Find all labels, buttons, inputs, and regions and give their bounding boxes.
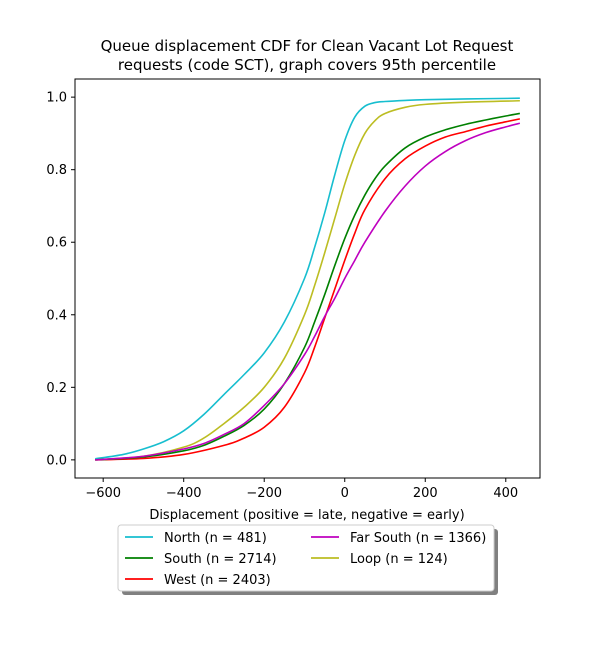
series-lines bbox=[95, 97, 521, 461]
y-tick-label: 0.6 bbox=[46, 236, 67, 251]
series-line-1 bbox=[95, 118, 521, 461]
y-tick-label: 0.4 bbox=[46, 308, 67, 323]
y-tick-label: 0.2 bbox=[46, 381, 67, 396]
chart-title: Queue displacement CDF for Clean Vacant … bbox=[101, 37, 514, 74]
y-tick-label: 0.0 bbox=[46, 453, 67, 468]
x-tick-label: −600 bbox=[85, 486, 121, 501]
plot-area-frame bbox=[74, 78, 541, 479]
x-tick-label: 0 bbox=[341, 486, 349, 501]
legend-box bbox=[117, 524, 495, 592]
legend-label: Loop (n = 124) bbox=[350, 552, 448, 567]
x-axis-label: Displacement (positive = late, negative … bbox=[149, 508, 464, 523]
legend-label: Far South (n = 1366) bbox=[350, 531, 486, 546]
legend-items: North (n = 481) South (n = 2714) West (n =… bbox=[125, 531, 486, 588]
chart-title-line-2: requests (code SCT), graph covers 95th p… bbox=[118, 56, 496, 74]
legend-label: West (n = 2403) bbox=[164, 573, 271, 588]
series-line-0 bbox=[95, 97, 520, 460]
y-axis-ticks: 0.0 0.2 0.4 0.6 0.8 1.0 bbox=[46, 91, 75, 468]
series-line-2 bbox=[95, 99, 520, 461]
x-tick-label: −400 bbox=[166, 486, 202, 501]
legend: North (n = 481) South (n = 2714) West (n =… bbox=[117, 524, 498, 595]
series-line-4 bbox=[95, 122, 521, 461]
legend-label: North (n = 481) bbox=[164, 531, 267, 546]
y-tick-label: 1.0 bbox=[46, 91, 67, 106]
x-tick-label: −200 bbox=[246, 486, 282, 501]
series-line-3 bbox=[95, 112, 521, 461]
legend-label: South (n = 2714) bbox=[164, 552, 277, 567]
x-tick-label: 400 bbox=[493, 486, 518, 501]
chart-title-line-1: Queue displacement CDF for Clean Vacant … bbox=[101, 37, 514, 55]
x-axis-ticks: −600 −400 −200 0 200 400 bbox=[85, 478, 518, 501]
y-tick-label: 0.8 bbox=[46, 163, 67, 178]
x-tick-label: 200 bbox=[413, 486, 438, 501]
